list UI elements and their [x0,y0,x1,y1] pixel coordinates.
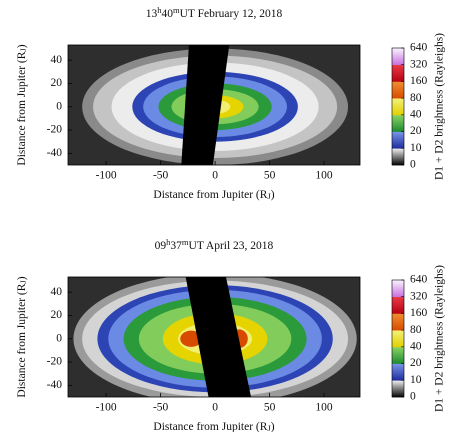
colorbar-segment [392,81,404,98]
colorbar-tick-label: 80 [410,324,422,336]
y-tick-label: 40 [51,286,63,298]
panel-title: 13h40mUT February 12, 2018 [146,5,283,20]
colorbar-segment [392,132,404,149]
colorbar-tick-label: 320 [410,58,428,70]
x-tick-label: 100 [315,402,333,414]
panel: 09h37mUT April 23, 2018-100-50050100-40-… [16,237,446,432]
colorbar-tick-label: 10 [410,374,422,386]
colorbar-segment [392,313,404,330]
colorbar-segment [392,364,404,381]
colorbar-segment [392,280,404,297]
x-tick-label: 50 [264,170,276,182]
text-part: Distance from Jupiter (R [16,51,28,165]
text-part: 40 [161,8,173,20]
text-part: ) [271,421,275,432]
colorbar-tick-label: 20 [410,125,422,137]
colorbar-tick-label: 20 [410,357,422,369]
colorbar: 0 10 20 40 80 160 320 640 D1 + D2 brightness (Ra… [392,33,446,180]
y-tick-label: 0 [56,332,62,344]
colorbar-tick-label: 40 [410,108,422,120]
colorbar-tick-label: 0 [410,159,416,171]
colorbar-segment [392,98,404,115]
colorbar-segment [392,297,404,314]
colorbar-tick-label: 160 [410,75,428,87]
colorbar-tick-label: 80 [410,92,422,104]
y-tick-label: 0 [56,100,62,112]
colorbar-segment [392,115,404,132]
colorbar-tick-label: 160 [410,307,428,319]
colorbar-segment [392,148,404,165]
y-tick-label: -40 [47,147,63,159]
colorbar-tick-label: 320 [410,290,428,302]
colorbar-label: D1 + D2 brightness (Rayleighs) [434,265,446,412]
text-part: ) [16,44,28,48]
text-part: Distance from Jupiter (R [16,283,28,397]
text-part: 13 [146,8,158,20]
text-part: 09 [155,240,167,252]
colorbar-segment [392,48,404,65]
y-axis-label: Distance from Jupiter (RJ) [16,276,29,397]
text-part: ) [271,189,275,201]
text-part: 37 [170,240,182,252]
colorbar-tick-label: 0 [410,391,416,403]
text-part: Distance from Jupiter (R [153,189,267,201]
x-tick-label: -100 [96,170,117,182]
text-part: ) [16,276,28,280]
y-tick-label: -20 [47,356,63,368]
colorbar: 0 10 20 40 80 160 320 640 D1 + D2 brightness (Ra… [392,265,446,412]
emission-image [68,45,360,165]
y-tick-label: 20 [51,77,63,89]
emission-image [68,274,360,404]
y-tick-label: 20 [51,309,63,321]
y-tick-label: 40 [51,54,63,66]
text-part: UT February 12, 2018 [180,8,283,20]
x-tick-label: 0 [212,170,218,182]
colorbar-tick-label: 640 [410,274,428,286]
x-axis-label: Distance from Jupiter (RJ) [153,421,274,432]
panel: 13h40mUT February 12, 2018-100-50050100-… [16,5,446,201]
text-part: UT April 23, 2018 [189,240,274,252]
x-axis-label: Distance from Jupiter (RJ) [153,189,274,202]
x-tick-label: -100 [96,402,117,414]
colorbar-segment [392,65,404,82]
x-tick-label: -50 [153,170,169,182]
y-axis-label: Distance from Jupiter (RJ) [16,44,29,165]
colorbar-label: D1 + D2 brightness (Rayleighs) [434,33,446,180]
y-tick-label: -40 [47,379,63,391]
y-tick-label: -20 [47,124,63,136]
x-tick-label: 100 [315,170,333,182]
colorbar-segment [392,380,404,397]
text-part: Distance from Jupiter (R [153,421,267,432]
x-tick-label: -50 [153,402,169,414]
x-tick-label: 0 [212,402,218,414]
colorbar-tick-label: 640 [410,42,428,54]
colorbar-segment [392,330,404,347]
colorbar-segment [392,347,404,364]
panel-title: 09h37mUT April 23, 2018 [155,237,274,252]
colorbar-tick-label: 10 [410,142,422,154]
x-tick-label: 50 [264,402,276,414]
colorbar-tick-label: 40 [410,340,422,352]
